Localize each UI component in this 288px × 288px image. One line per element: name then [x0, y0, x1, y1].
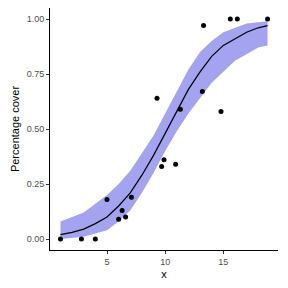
svg-text:x: x — [161, 268, 167, 280]
svg-text:0.00: 0.00 — [27, 234, 45, 244]
svg-text:10: 10 — [160, 257, 170, 267]
svg-text:0.50: 0.50 — [27, 124, 45, 134]
svg-text:1.00: 1.00 — [27, 14, 45, 24]
svg-text:Percentage cover: Percentage cover — [9, 86, 21, 173]
svg-text:15: 15 — [218, 257, 228, 267]
svg-text:0.25: 0.25 — [27, 179, 45, 189]
svg-text:5: 5 — [104, 257, 109, 267]
svg-text:0.75: 0.75 — [27, 69, 45, 79]
